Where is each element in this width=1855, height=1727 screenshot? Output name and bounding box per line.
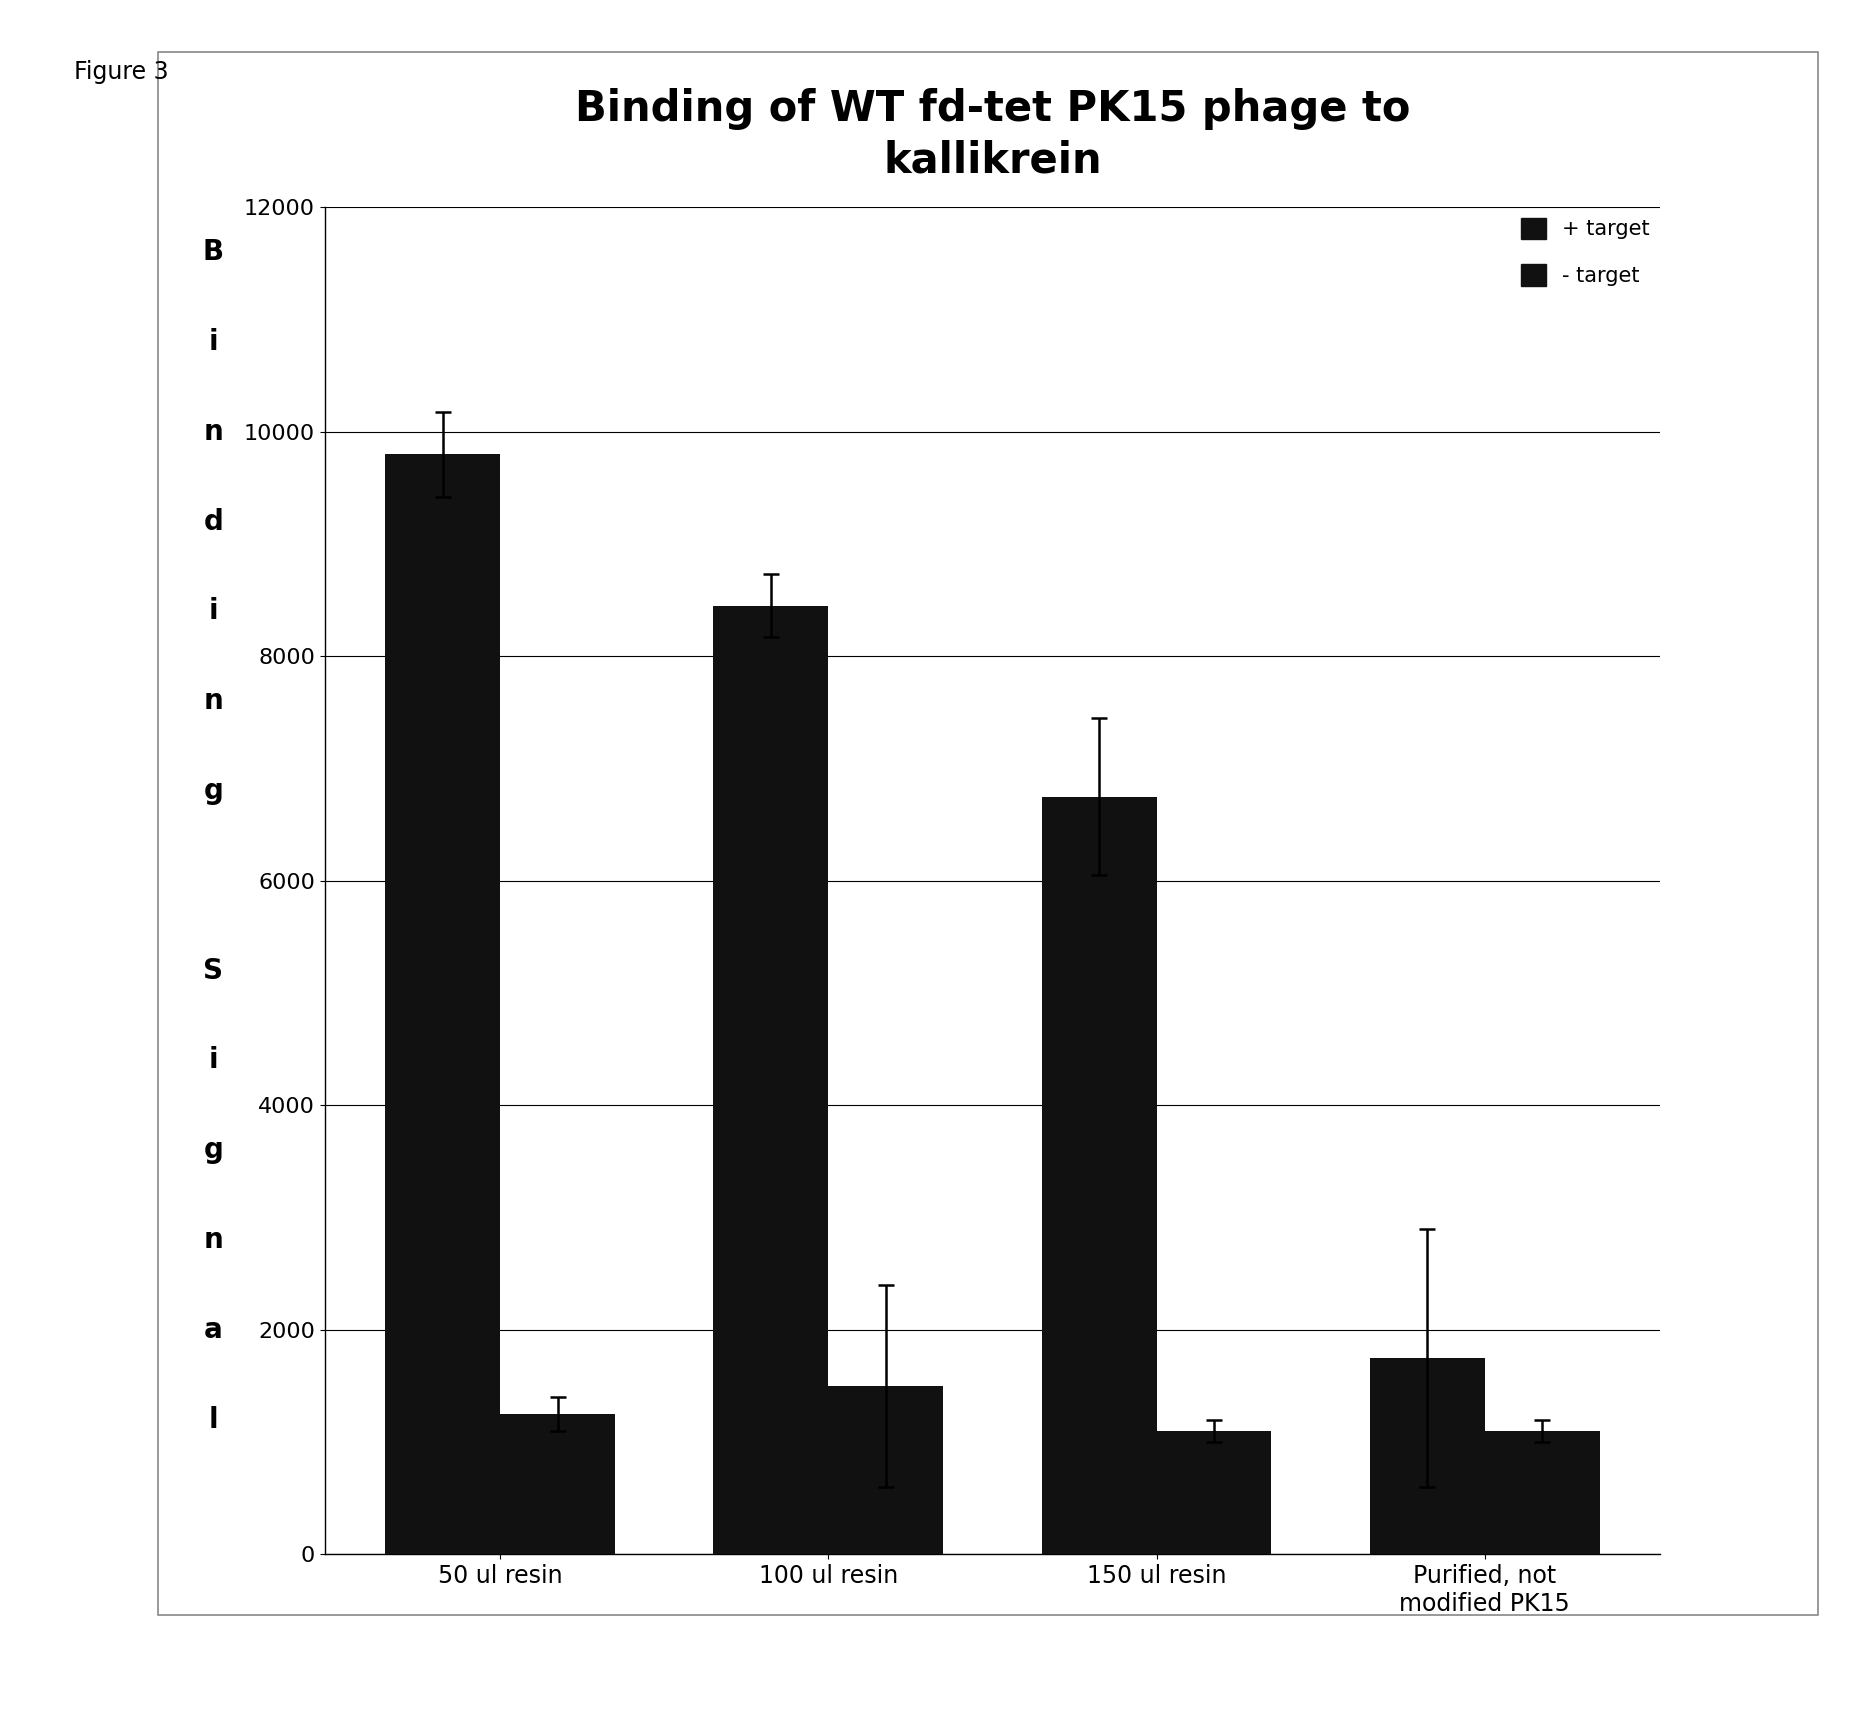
Text: i: i xyxy=(208,598,219,625)
Text: B: B xyxy=(202,238,224,266)
Text: i: i xyxy=(208,328,219,356)
Text: l: l xyxy=(208,1406,219,1433)
Bar xyxy=(1484,1430,1599,1554)
Text: d: d xyxy=(204,508,223,535)
Bar xyxy=(829,1385,942,1554)
Bar xyxy=(714,606,829,1554)
Text: g: g xyxy=(204,777,223,805)
Bar xyxy=(1043,796,1156,1554)
Text: S: S xyxy=(204,957,223,984)
Text: g: g xyxy=(204,1136,223,1164)
Text: n: n xyxy=(204,687,223,715)
Bar xyxy=(386,454,501,1554)
Bar xyxy=(501,1414,616,1554)
Text: n: n xyxy=(204,418,223,446)
Legend: + target, - target: + target, - target xyxy=(1521,218,1649,287)
Text: Figure 3: Figure 3 xyxy=(74,60,169,85)
Text: a: a xyxy=(204,1316,223,1344)
Title: Binding of WT fd-tet PK15 phage to
kallikrein: Binding of WT fd-tet PK15 phage to kalli… xyxy=(575,88,1410,181)
Bar xyxy=(1369,1357,1484,1554)
Text: n: n xyxy=(204,1226,223,1254)
Bar xyxy=(1156,1430,1271,1554)
Text: i: i xyxy=(208,1047,219,1074)
